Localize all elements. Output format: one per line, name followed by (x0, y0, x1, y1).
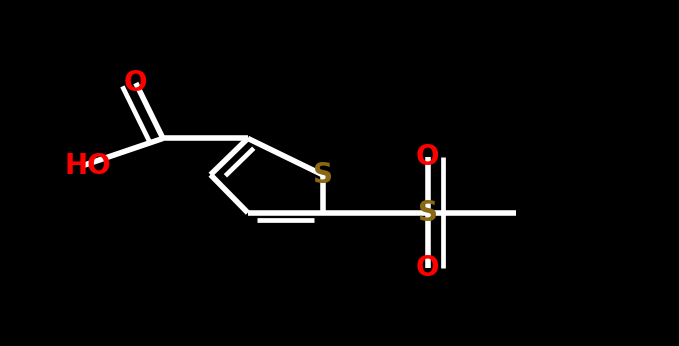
Text: S: S (418, 199, 438, 227)
Text: O: O (416, 254, 439, 282)
Text: S: S (312, 161, 333, 189)
Text: HO: HO (65, 152, 111, 180)
Text: O: O (124, 69, 147, 97)
Text: O: O (416, 144, 439, 171)
